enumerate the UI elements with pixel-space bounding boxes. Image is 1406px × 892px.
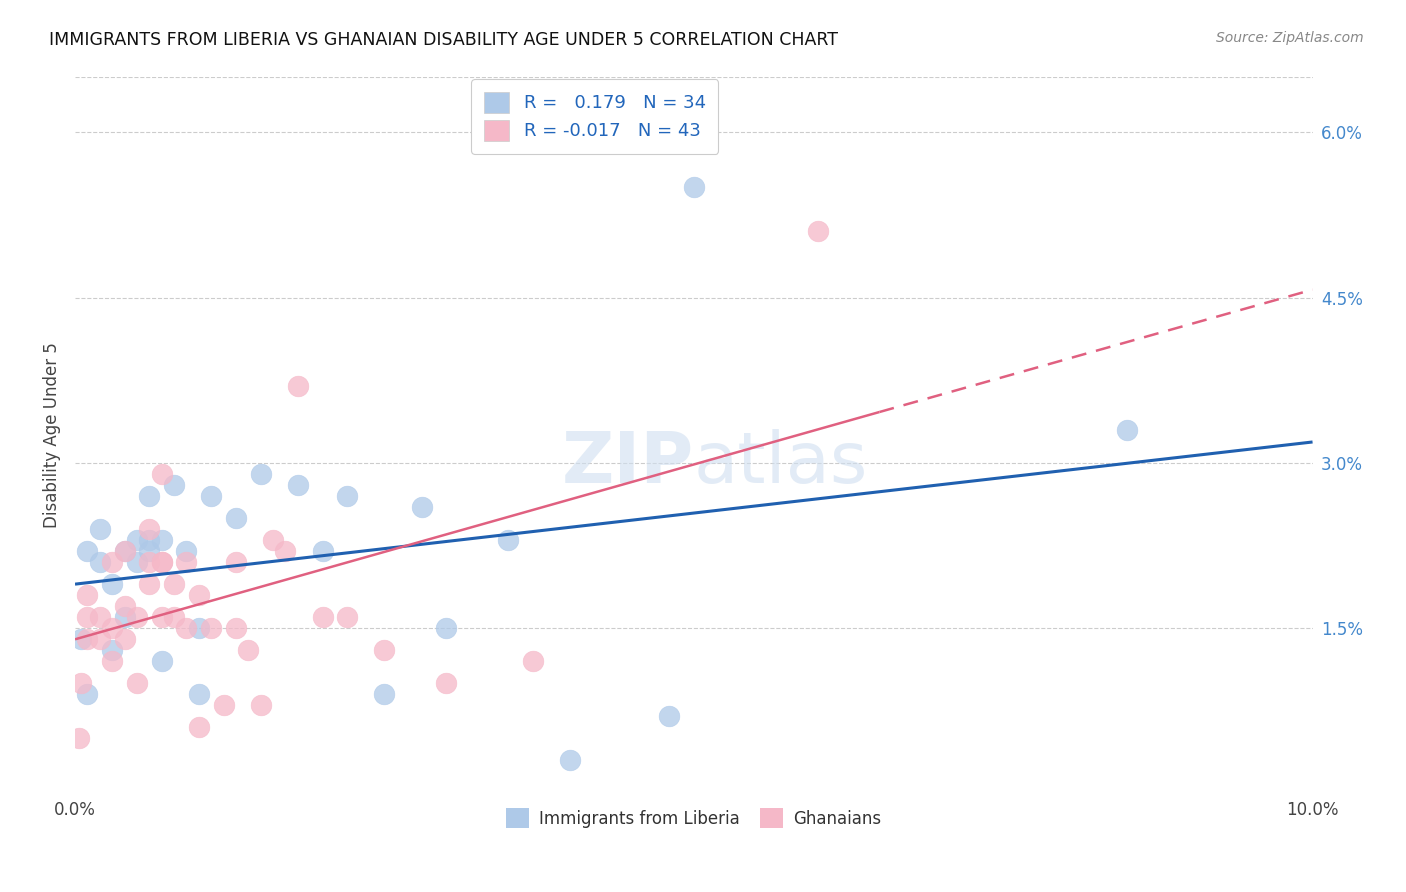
Point: [225, 510, 247, 524]
Point: [225, 555, 247, 569]
Point: [114, 543, 136, 558]
Point: [176, 621, 198, 635]
Point: [114, 632, 136, 646]
Point: [125, 675, 148, 690]
Point: [150, 555, 173, 569]
Point: [176, 555, 198, 569]
Point: [114, 599, 136, 613]
Point: [249, 698, 271, 712]
Point: [176, 543, 198, 558]
Point: [200, 621, 222, 635]
Point: [89, 555, 111, 569]
Point: [76, 687, 98, 701]
Point: [70, 675, 93, 690]
Point: [76, 543, 98, 558]
Point: [101, 621, 124, 635]
Point: [238, 642, 260, 657]
Point: [200, 489, 222, 503]
Point: [187, 687, 209, 701]
Point: [101, 654, 124, 668]
Point: [76, 588, 98, 602]
Y-axis label: Disability Age Under 5: Disability Age Under 5: [44, 343, 60, 528]
Point: [89, 609, 111, 624]
Point: [311, 609, 333, 624]
Point: [89, 632, 111, 646]
Text: IMMIGRANTS FROM LIBERIA VS GHANAIAN DISABILITY AGE UNDER 5 CORRELATION CHART: IMMIGRANTS FROM LIBERIA VS GHANAIAN DISA…: [49, 31, 838, 49]
Point: [125, 533, 148, 547]
Point: [262, 533, 284, 547]
Text: atlas: atlas: [693, 429, 868, 498]
Point: [101, 576, 124, 591]
Point: [150, 533, 173, 547]
Point: [150, 467, 173, 481]
Point: [67, 731, 90, 745]
Point: [187, 720, 209, 734]
Point: [1116, 423, 1139, 437]
Point: [163, 477, 186, 491]
Point: [434, 621, 457, 635]
Point: [806, 225, 828, 239]
Point: [114, 543, 136, 558]
Point: [138, 489, 160, 503]
Point: [163, 576, 186, 591]
Point: [114, 609, 136, 624]
Point: [336, 609, 359, 624]
Point: [373, 642, 395, 657]
Point: [434, 675, 457, 690]
Text: ZIP: ZIP: [561, 429, 693, 498]
Point: [101, 555, 124, 569]
Point: [125, 609, 148, 624]
Point: [138, 543, 160, 558]
Point: [274, 543, 297, 558]
Point: [138, 555, 160, 569]
Point: [682, 180, 704, 194]
Point: [187, 588, 209, 602]
Point: [150, 654, 173, 668]
Point: [658, 708, 681, 723]
Point: [70, 632, 93, 646]
Point: [150, 555, 173, 569]
Point: [287, 477, 309, 491]
Point: [373, 687, 395, 701]
Point: [163, 609, 186, 624]
Legend: Immigrants from Liberia, Ghanaians: Immigrants from Liberia, Ghanaians: [499, 802, 889, 834]
Point: [411, 500, 433, 514]
Point: [187, 621, 209, 635]
Point: [336, 489, 359, 503]
Point: [249, 467, 271, 481]
Point: [89, 522, 111, 536]
Point: [76, 609, 98, 624]
Point: [287, 378, 309, 392]
Point: [138, 522, 160, 536]
Point: [558, 753, 581, 767]
Point: [496, 533, 519, 547]
Point: [138, 533, 160, 547]
Point: [311, 543, 333, 558]
Text: Source: ZipAtlas.com: Source: ZipAtlas.com: [1216, 31, 1364, 45]
Point: [138, 576, 160, 591]
Point: [125, 555, 148, 569]
Point: [76, 632, 98, 646]
Point: [101, 642, 124, 657]
Point: [150, 609, 173, 624]
Point: [522, 654, 544, 668]
Point: [225, 621, 247, 635]
Point: [212, 698, 235, 712]
